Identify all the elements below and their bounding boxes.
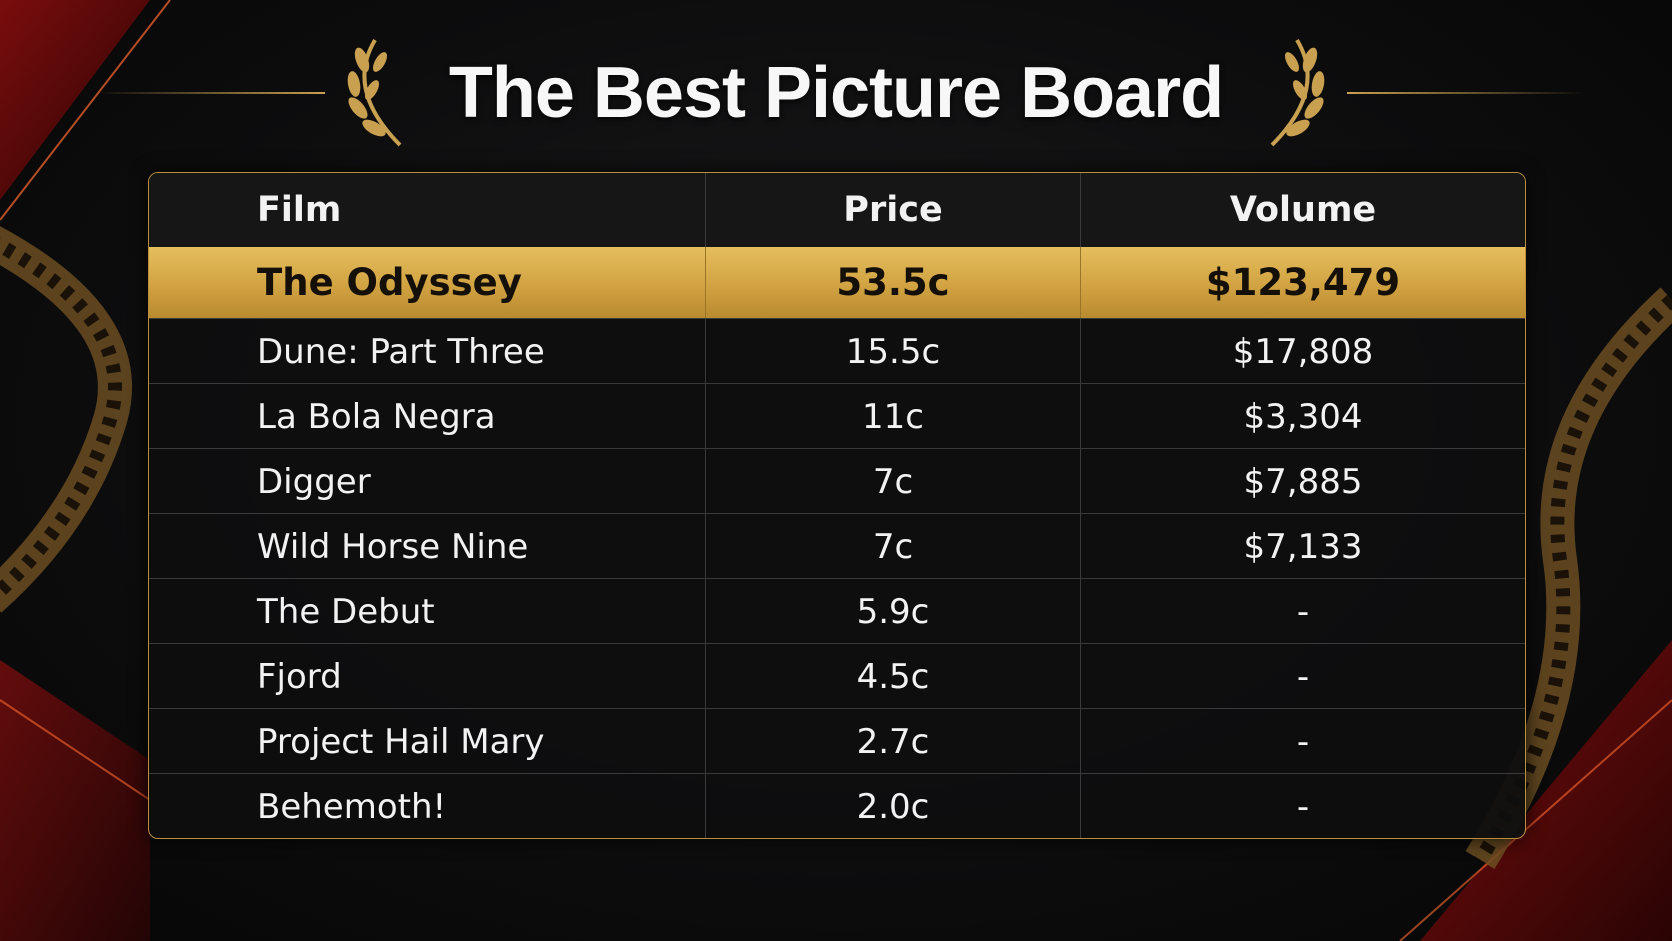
cell: 2.0c <box>706 774 1081 838</box>
light-streak <box>0 0 171 221</box>
cell: Digger <box>149 449 706 514</box>
red-band <box>1420 640 1672 941</box>
cell: $7,133 <box>1243 526 1363 567</box>
cell: 11c <box>706 384 1081 449</box>
title-rule <box>1347 92 1587 94</box>
cell: 5.9c <box>706 579 1081 644</box>
light-streak <box>1399 699 1672 941</box>
cell: 15.5c <box>706 319 1081 384</box>
row: Fjord 4.5c - <box>149 643 1525 709</box>
column-header: Volume <box>1229 190 1377 230</box>
cell: 4.5c <box>706 644 1081 709</box>
cell: $123,479 <box>1205 261 1401 304</box>
cell: The Debut <box>149 579 706 644</box>
column-header: Film <box>149 173 706 247</box>
row: Dune: Part Three 15.5c $17,808 <box>149 318 1525 384</box>
cell: $7,885 <box>1243 461 1363 502</box>
cell: 7c <box>706 514 1081 579</box>
row: The Debut 5.9c - <box>149 578 1525 644</box>
title-rule <box>95 92 325 94</box>
table: Film Price Volume The Odyssey 53.5c $123,479 D… <box>148 172 1526 839</box>
cell: 53.5c <box>706 247 1081 318</box>
cell: Behemoth! <box>149 774 706 838</box>
cell: $17,808 <box>1232 331 1374 372</box>
cell: - <box>1296 591 1310 632</box>
row: Behemoth! 2.0c - <box>149 773 1525 838</box>
cell: - <box>1296 721 1310 762</box>
red-band <box>0 660 150 941</box>
row: Project Hail Mary 2.7c - <box>149 708 1525 774</box>
leader-row: The Odyssey 53.5c $123,479 <box>149 247 1525 318</box>
laurel-left <box>347 38 402 147</box>
cell: Wild Horse Nine <box>149 514 706 579</box>
light-streak <box>0 699 151 801</box>
title: The Best Picture Board <box>448 53 1224 133</box>
film-holes <box>0 237 1672 864</box>
row: Digger 7c $7,885 <box>149 448 1525 514</box>
row: La Bola Negra 11c $3,304 <box>149 383 1525 449</box>
cell: Fjord <box>149 644 706 709</box>
cell: Project Hail Mary <box>149 709 706 774</box>
cell: - <box>1296 656 1310 697</box>
row: Wild Horse Nine 7c $7,133 <box>149 513 1525 579</box>
cell: 7c <box>706 449 1081 514</box>
cell: Dune: Part Three <box>149 319 706 384</box>
cell: - <box>1296 786 1310 827</box>
cell: $3,304 <box>1243 396 1363 437</box>
cell: 2.7c <box>706 709 1081 774</box>
column-header: Price <box>706 173 1081 247</box>
laurel-right <box>1270 38 1325 147</box>
red-band <box>0 0 150 200</box>
cell: The Odyssey <box>149 247 706 318</box>
cell: La Bola Negra <box>149 384 706 449</box>
header-row: Film Price Volume <box>149 173 1525 247</box>
